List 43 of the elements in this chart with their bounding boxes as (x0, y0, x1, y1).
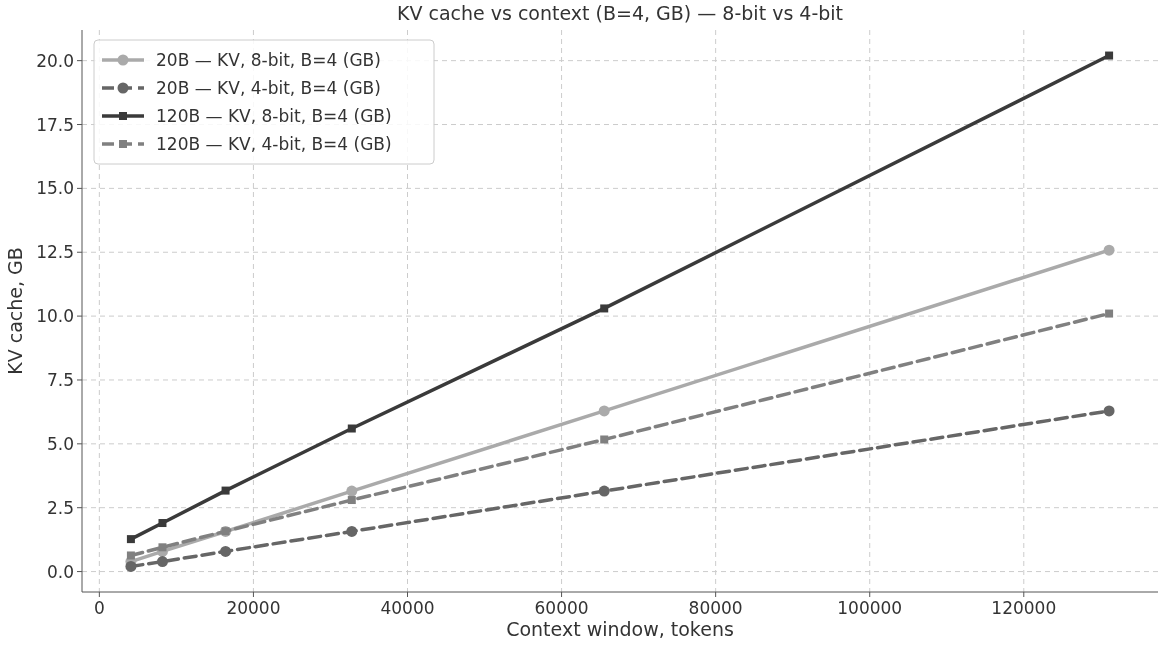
y-tick-label: 10.0 (36, 306, 74, 327)
point (598, 485, 610, 497)
point (600, 304, 609, 313)
x-tick-label: 80000 (688, 598, 743, 618)
chart-title: KV cache vs context (B=4, GB) — 8-bit vs 4-bit (396, 2, 844, 24)
x-tick-label: 40000 (380, 598, 435, 618)
x-tick-label: 100000 (837, 598, 903, 618)
point (125, 560, 137, 572)
legend-label: 20B — KV, 8-bit, B=4 (GB) (156, 50, 381, 70)
point (598, 405, 610, 417)
point (158, 543, 167, 552)
point (347, 424, 356, 433)
y-tick-label: 7.5 (46, 369, 74, 390)
point (1105, 51, 1114, 60)
y-tick-label: 5.0 (46, 433, 74, 454)
point (221, 486, 230, 495)
y-tick-label: 12.5 (36, 242, 74, 263)
point (346, 485, 358, 497)
point (1103, 405, 1115, 417)
y-tick-label: 17.5 (36, 114, 74, 135)
point (600, 435, 609, 444)
point (347, 496, 356, 505)
x-tick-label: 0 (93, 598, 105, 618)
x-tick-label: 20000 (226, 598, 281, 618)
x-tick-label: 60000 (534, 598, 589, 618)
y-tick-label: 15.0 (36, 178, 74, 199)
point (126, 535, 135, 544)
point (1105, 309, 1114, 318)
x-axis-title: Context window, tokens (506, 618, 734, 640)
point (220, 545, 232, 557)
legend-label: 20B — KV, 4-bit, B=4 (GB) (156, 78, 381, 98)
y-axis-title: KV cache, GB (4, 247, 26, 375)
legend-label: 120B — KV, 8-bit, B=4 (GB) (156, 106, 392, 126)
y-tick-label: 20.0 (36, 50, 74, 71)
point (158, 519, 167, 528)
point (1103, 244, 1115, 256)
x-tick-label: 120000 (991, 598, 1057, 618)
y-tick-label: 0.0 (46, 561, 74, 582)
point (346, 525, 358, 537)
y-tick-label: 2.5 (46, 497, 74, 518)
point (126, 551, 135, 560)
legend-label: 120B — KV, 4-bit, B=4 (GB) (156, 134, 392, 154)
point (156, 556, 168, 568)
